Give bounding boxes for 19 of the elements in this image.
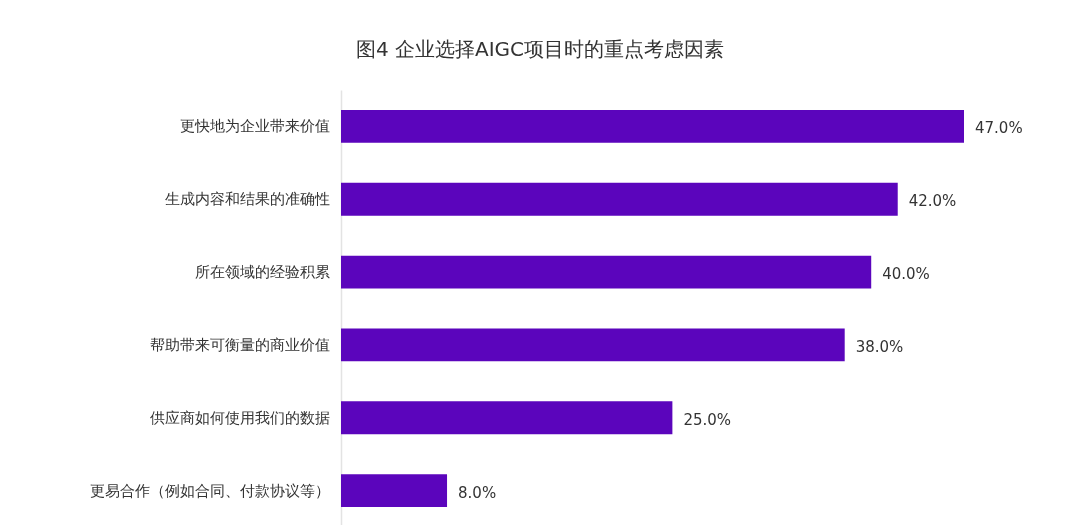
data-label: 47.0% [975, 119, 1023, 138]
bar [341, 328, 845, 362]
chart-title: 图4 企业选择AIGC项目时的重点考虑因素 [355, 37, 725, 61]
data-label: 40.0% [882, 265, 930, 284]
bar [341, 255, 872, 289]
data-label: 42.0% [908, 192, 957, 211]
y-tick-label: 帮助带来可衡量的商业价值 [149, 335, 330, 354]
y-tick-label: 更易合作（例如合同、付款协议等） [89, 481, 330, 500]
data-label: 38.0% [855, 337, 904, 356]
bar [341, 110, 964, 143]
bar [341, 401, 673, 435]
data-label: 25.0% [683, 410, 732, 429]
data-label: 8.0% [458, 483, 497, 502]
y-tick-label: 更快地为企业带来价值 [179, 117, 330, 136]
bar [341, 182, 898, 216]
y-tick-label: 所在领域的经验积累 [194, 263, 330, 282]
y-tick-label: 生成内容和结果的准确性 [164, 190, 330, 209]
y-tick-label: 供应商如何使用我们的数据 [149, 408, 330, 427]
bar [341, 474, 448, 507]
